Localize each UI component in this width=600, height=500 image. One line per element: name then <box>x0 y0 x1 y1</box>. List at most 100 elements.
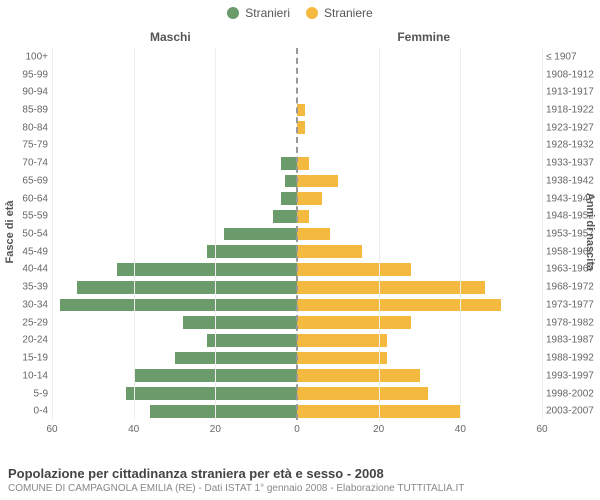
bar-female <box>297 121 305 134</box>
birth-year-label: 1993-1997 <box>546 370 594 381</box>
x-tick: 40 <box>128 424 139 435</box>
age-label: 85-89 <box>10 105 48 116</box>
bar-half-female <box>297 172 542 190</box>
bar-half-female <box>297 261 542 279</box>
bar-half-male <box>52 225 297 243</box>
legend-item-male: Stranieri <box>227 6 290 20</box>
bar-half-female <box>297 385 542 403</box>
side-title-male: Maschi <box>150 30 191 44</box>
bar-half-male <box>52 154 297 172</box>
birth-year-label: 1998-2002 <box>546 388 594 399</box>
bar-male <box>126 387 298 400</box>
bar-female <box>297 157 309 170</box>
birth-year-label: 1908-1912 <box>546 69 594 80</box>
bar-half-male <box>52 119 297 137</box>
bar-male <box>207 245 297 258</box>
bar-female <box>297 334 387 347</box>
bar-half-male <box>52 137 297 155</box>
bar-half-female <box>297 101 542 119</box>
x-tick: 60 <box>536 424 547 435</box>
age-label: 5-9 <box>10 388 48 399</box>
plot-area: 100+≤ 190795-991908-191290-941913-191785… <box>52 48 542 420</box>
age-label: 50-54 <box>10 229 48 240</box>
bar-female <box>297 316 411 329</box>
birth-year-label: 1913-1917 <box>546 87 594 98</box>
bar-female <box>297 352 387 365</box>
bar-half-male <box>52 367 297 385</box>
bar-male <box>281 192 297 205</box>
bar-half-female <box>297 314 542 332</box>
bar-half-female <box>297 367 542 385</box>
bar-female <box>297 299 501 312</box>
bar-half-male <box>52 83 297 101</box>
bar-half-female <box>297 278 542 296</box>
bar-male <box>273 210 298 223</box>
footer-title: Popolazione per cittadinanza straniera p… <box>8 466 592 481</box>
bar-half-male <box>52 101 297 119</box>
bar-male <box>117 263 297 276</box>
bar-half-female <box>297 349 542 367</box>
age-label: 15-19 <box>10 353 48 364</box>
age-label: 80-84 <box>10 122 48 133</box>
bar-female <box>297 369 420 382</box>
bar-male <box>281 157 297 170</box>
bar-female <box>297 175 338 188</box>
birth-year-label: 1933-1937 <box>546 158 594 169</box>
age-label: 95-99 <box>10 69 48 80</box>
chart-legend: Stranieri Straniere <box>0 0 600 22</box>
birth-year-label: ≤ 1907 <box>546 51 594 62</box>
bar-male <box>150 405 297 418</box>
bar-half-male <box>52 332 297 350</box>
bar-half-female <box>297 119 542 137</box>
x-tick: 60 <box>46 424 57 435</box>
bar-female <box>297 387 428 400</box>
bar-male <box>183 316 297 329</box>
legend-swatch-male <box>227 7 239 19</box>
age-label: 30-34 <box>10 299 48 310</box>
bar-female <box>297 281 485 294</box>
bar-half-female <box>297 48 542 66</box>
grid-line <box>134 48 135 420</box>
birth-year-label: 1953-1957 <box>546 229 594 240</box>
bar-half-male <box>52 296 297 314</box>
birth-year-label: 1968-1972 <box>546 282 594 293</box>
chart-container: Maschi Femmine Fasce di età Anni di nasc… <box>0 22 600 442</box>
side-title-female: Femmine <box>397 30 450 44</box>
x-tick: 0 <box>294 424 300 435</box>
bar-female <box>297 192 322 205</box>
bar-female <box>297 104 305 117</box>
bar-half-male <box>52 207 297 225</box>
bar-half-female <box>297 332 542 350</box>
age-label: 10-14 <box>10 370 48 381</box>
birth-year-label: 1938-1942 <box>546 175 594 186</box>
bar-half-female <box>297 207 542 225</box>
bar-half-male <box>52 278 297 296</box>
bar-half-male <box>52 349 297 367</box>
birth-year-label: 1958-1962 <box>546 246 594 257</box>
chart-footer: Popolazione per cittadinanza straniera p… <box>8 466 592 494</box>
bar-female <box>297 210 309 223</box>
bar-half-male <box>52 48 297 66</box>
legend-item-female: Straniere <box>306 6 373 20</box>
age-label: 65-69 <box>10 175 48 186</box>
legend-label-male: Stranieri <box>245 6 290 20</box>
bar-female <box>297 263 411 276</box>
grid-line <box>215 48 216 420</box>
bar-male <box>77 281 298 294</box>
bar-half-female <box>297 225 542 243</box>
age-label: 90-94 <box>10 87 48 98</box>
footer-subtitle: COMUNE DI CAMPAGNOLA EMILIA (RE) - Dati … <box>8 483 592 494</box>
birth-year-label: 1918-1922 <box>546 105 594 116</box>
age-label: 60-64 <box>10 193 48 204</box>
bar-half-male <box>52 172 297 190</box>
birth-year-label: 1928-1932 <box>546 140 594 151</box>
x-axis-ticks: 6040200204060 <box>52 424 542 438</box>
bar-half-female <box>297 402 542 420</box>
bar-male <box>207 334 297 347</box>
bar-half-female <box>297 243 542 261</box>
age-label: 0-4 <box>10 406 48 417</box>
age-label: 45-49 <box>10 246 48 257</box>
bar-half-male <box>52 314 297 332</box>
birth-year-label: 1983-1987 <box>546 335 594 346</box>
bar-half-female <box>297 154 542 172</box>
